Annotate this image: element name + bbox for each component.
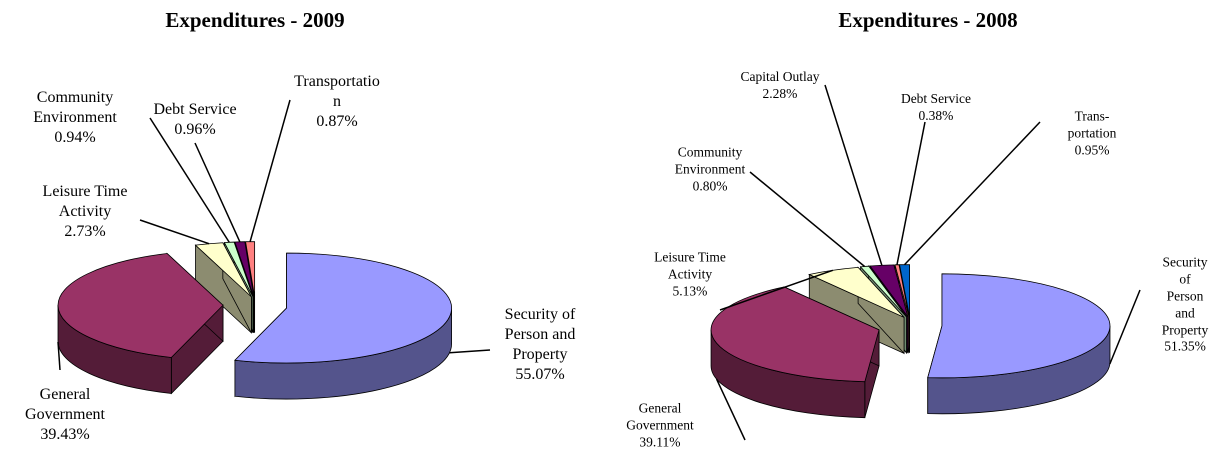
slice-top xyxy=(927,273,1111,379)
category-label: Debt Service xyxy=(900,91,972,107)
leader-line xyxy=(449,349,491,354)
value-label: 39.11% xyxy=(639,434,681,450)
category-label: Community Environment xyxy=(674,144,746,177)
category-label: Community Environment xyxy=(33,89,117,126)
leader-line xyxy=(139,219,210,245)
category-label: Transportatio n xyxy=(294,73,380,110)
leader-line xyxy=(1109,289,1141,365)
slice-top xyxy=(899,264,910,317)
slice-top xyxy=(57,253,224,358)
slice-top xyxy=(234,252,452,364)
slice-label: Community Environment 0.80% xyxy=(675,145,746,196)
leader-line xyxy=(824,84,883,266)
category-label: Trans- portation xyxy=(1067,108,1117,141)
leader-line xyxy=(719,269,834,311)
value-label: 39.43% xyxy=(40,426,90,443)
slice-label: Community Environment 0.94% xyxy=(33,88,117,148)
leader-line xyxy=(896,121,926,265)
slice-label: General Government 39.11% xyxy=(626,401,693,452)
slice-top xyxy=(194,242,252,298)
value-label: 5.13% xyxy=(672,283,708,299)
leader-line xyxy=(194,142,241,243)
category-label: Capital Outlay xyxy=(740,69,820,85)
category-label: General Government xyxy=(626,400,694,433)
category-label: Security of Person and Property xyxy=(504,306,576,363)
slice-label: General Government 39.43% xyxy=(25,385,105,445)
slice-label: Security of Person and Property 51.35% xyxy=(1162,254,1209,355)
slice-label: Leisure Time Activity 5.13% xyxy=(654,250,726,301)
slice-label: Debt Service 0.96% xyxy=(153,100,236,140)
value-label: 0.95% xyxy=(1074,142,1110,158)
value-label: 2.28% xyxy=(762,86,798,101)
category-label: Leisure Time Activity xyxy=(654,249,726,282)
slice-top xyxy=(808,266,905,318)
slice-label: Security of Person and Property 55.07% xyxy=(505,305,576,385)
chart-title: Expenditures - 2008 xyxy=(838,8,1018,32)
category-label: Debt Service xyxy=(153,101,237,118)
leader-line xyxy=(749,171,866,268)
value-label: 2.73% xyxy=(64,223,106,240)
slice-top xyxy=(710,286,880,383)
slice-label: Transportatio n 0.87% xyxy=(294,72,380,132)
value-label: 0.96% xyxy=(174,121,216,138)
category-label: Leisure Time Activity xyxy=(42,183,128,220)
category-label: General Government xyxy=(25,386,105,423)
value-label: 0.94% xyxy=(54,129,96,146)
chart-title: Expenditures - 2009 xyxy=(165,8,345,32)
slice-label: Debt Service 0.38% xyxy=(901,91,971,125)
slice-label: Capital Outlay 2.28% xyxy=(740,69,819,103)
leader-line xyxy=(57,341,61,371)
value-label: 55.07% xyxy=(515,366,565,383)
slice-label: Leisure Time Activity 2.73% xyxy=(43,182,128,242)
value-label: 0.80% xyxy=(692,178,728,194)
value-label: 51.35% xyxy=(1164,338,1206,354)
value-label: 0.38% xyxy=(918,108,954,123)
leader-line xyxy=(149,117,230,243)
leader-line xyxy=(904,121,1041,266)
slice-label: Trans- portation 0.95% xyxy=(1068,109,1117,160)
leader-line xyxy=(715,378,746,441)
category-label: Security of Person and Property xyxy=(1161,254,1209,337)
value-label: 0.87% xyxy=(316,113,358,130)
leader-line xyxy=(249,99,291,242)
